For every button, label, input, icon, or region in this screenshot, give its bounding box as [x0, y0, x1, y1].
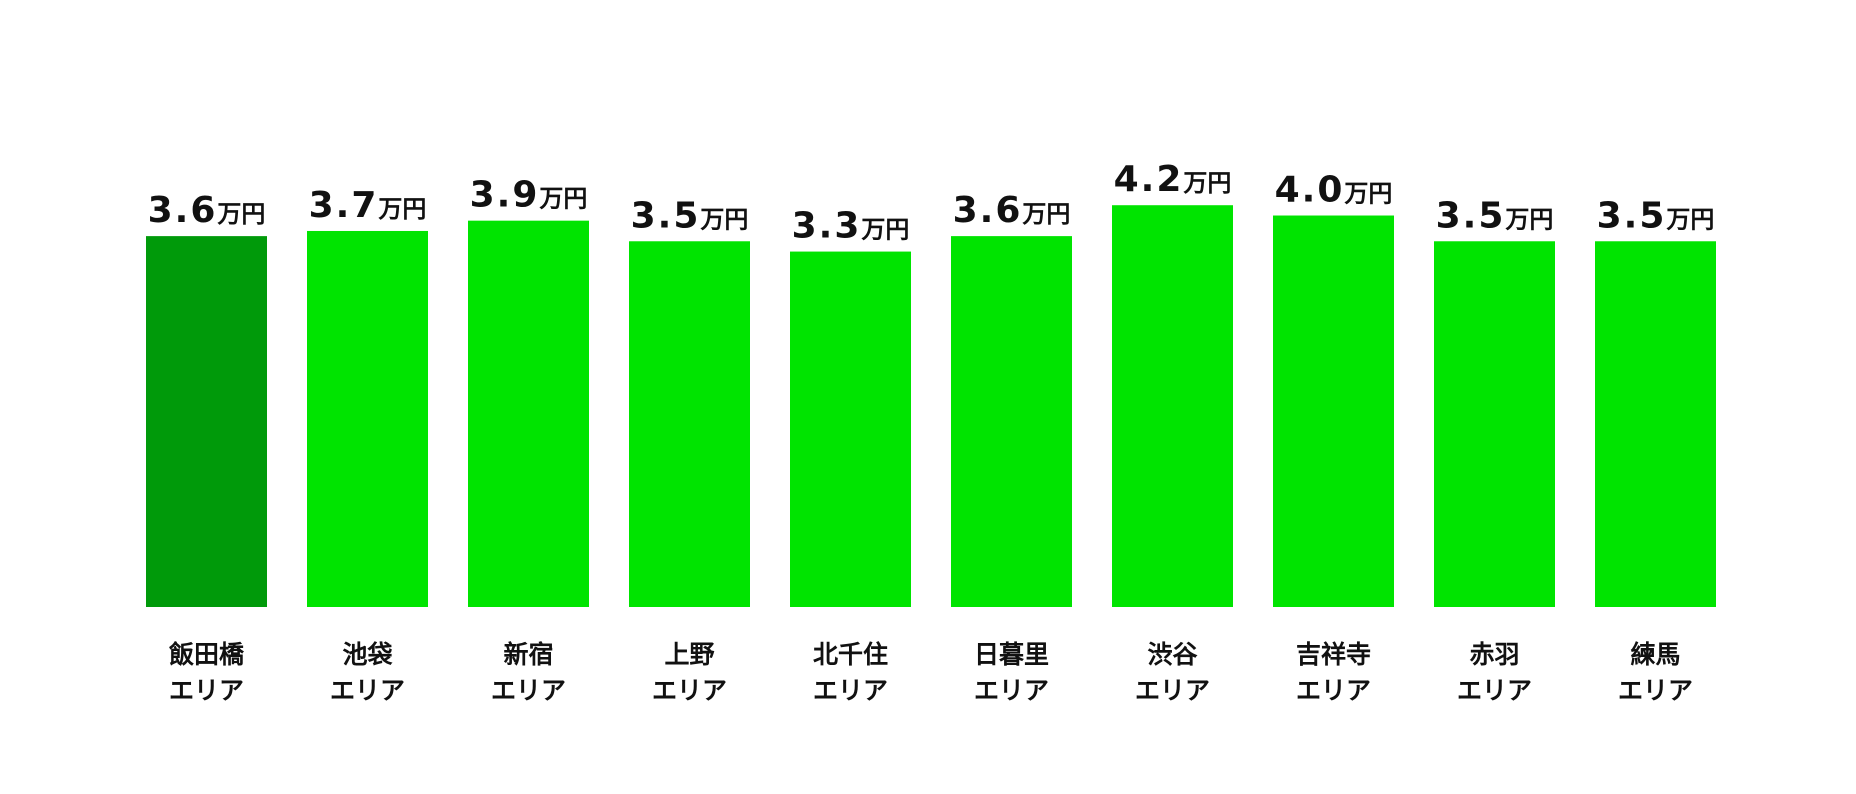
x-tick-label: 新宿 エリア [490, 640, 566, 705]
bar [1595, 241, 1716, 607]
bar [146, 236, 267, 607]
value-label: 3.5万円 [1436, 195, 1554, 236]
value-label: 3.3万円 [792, 206, 910, 247]
value-label: 4.0万円 [1275, 170, 1393, 211]
value-label: 4.2万円 [1114, 159, 1232, 200]
x-tick-label: 北千住 エリア [812, 640, 888, 705]
value-label: 3.6万円 [953, 190, 1071, 231]
x-tick-label: 上野 エリア [651, 640, 727, 705]
x-tick-label: 赤羽 エリア [1456, 640, 1532, 705]
value-label: 3.5万円 [1597, 195, 1715, 236]
bar [629, 241, 750, 607]
bar [307, 230, 428, 607]
bar [468, 220, 589, 608]
x-tick-label: 池袋 エリア [329, 640, 405, 705]
x-tick-label: 吉祥寺 エリア [1295, 640, 1371, 705]
value-label: 3.9万円 [470, 175, 588, 216]
bar [1112, 205, 1233, 608]
value-label: 3.5万円 [631, 195, 749, 236]
bar [951, 236, 1072, 607]
bar [1273, 215, 1394, 607]
value-label: 3.6万円 [148, 190, 266, 231]
x-tick-label: 練馬 エリア [1617, 640, 1693, 705]
value-label: 3.7万円 [309, 185, 427, 226]
x-tick-label: 日暮里 エリア [973, 640, 1049, 705]
x-tick-label: 渋谷 エリア [1134, 640, 1210, 705]
bar [1434, 241, 1555, 607]
bar [790, 251, 911, 607]
x-tick-label: 飯田橋 エリア [168, 640, 244, 705]
